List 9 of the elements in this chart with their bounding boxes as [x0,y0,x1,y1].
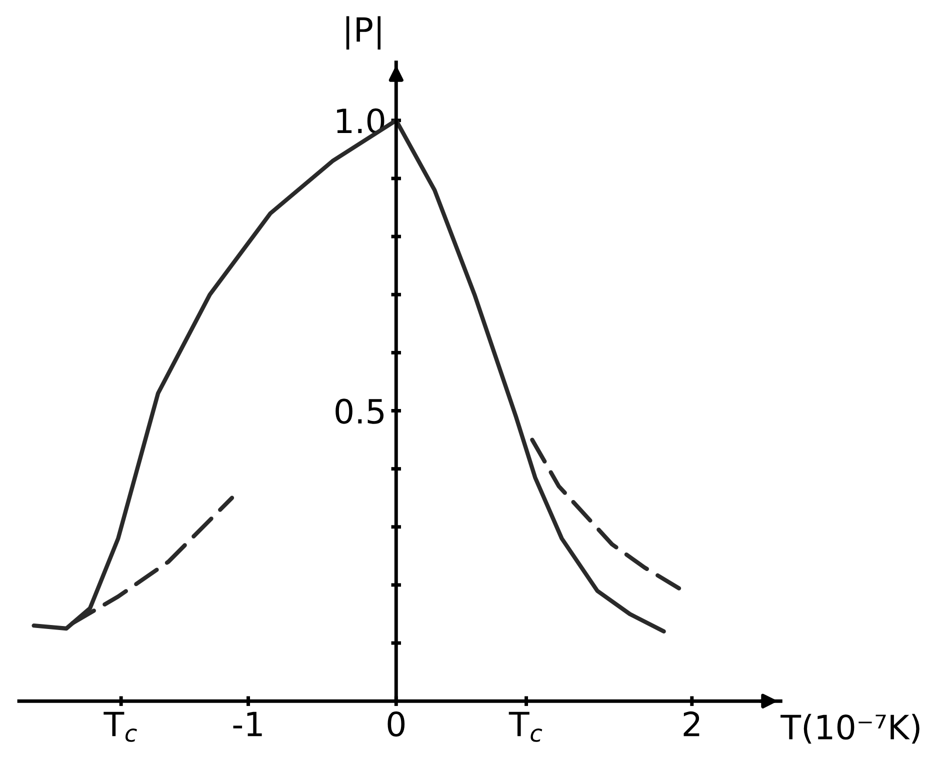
x-tick-label: T$_{c}$ [508,712,542,742]
x-tick-label: -1 [233,712,262,736]
x-tick-label: 0 [388,711,405,737]
x-axis-title: T(10⁻⁷K) [780,714,920,744]
line-series [70,496,234,626]
x-tick-label: 2 [684,711,700,736]
y-tick-label: 0.5 [336,398,384,424]
y-axis-title: |P| [346,16,380,50]
x-tick-label: T$_{c}$ [104,712,137,742]
